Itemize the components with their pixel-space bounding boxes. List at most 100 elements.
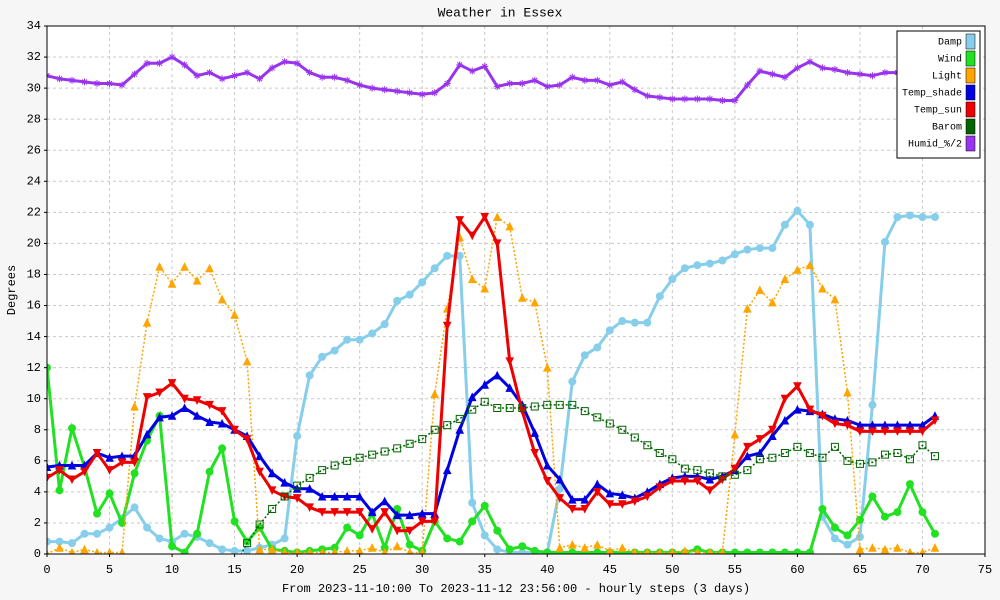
point-marker <box>118 547 126 554</box>
point-marker <box>768 453 777 462</box>
point-marker <box>355 531 364 540</box>
point-marker <box>155 412 164 422</box>
point-marker <box>255 544 264 554</box>
point-marker <box>47 462 52 472</box>
point-marker <box>430 389 440 399</box>
point-marker <box>818 453 827 462</box>
point-marker <box>793 265 802 274</box>
point-marker <box>467 392 477 402</box>
point-marker <box>655 292 664 301</box>
point-marker <box>880 427 890 436</box>
point-marker <box>380 320 389 329</box>
point-marker <box>405 439 414 448</box>
point-marker <box>81 78 89 86</box>
point-marker <box>706 95 714 103</box>
point-marker <box>355 491 364 501</box>
point-marker <box>418 90 426 98</box>
point-marker <box>505 357 515 367</box>
point-marker <box>543 400 552 409</box>
point-marker <box>293 431 302 440</box>
point-marker <box>405 290 414 299</box>
point-marker <box>405 510 415 520</box>
point-marker <box>443 251 452 260</box>
point-marker <box>768 425 777 435</box>
point-marker <box>718 256 727 265</box>
point-marker <box>543 548 552 554</box>
point-marker <box>143 59 151 67</box>
point-marker <box>731 97 739 105</box>
legend-swatch <box>965 118 976 135</box>
point-marker <box>705 474 715 484</box>
point-marker <box>680 477 690 486</box>
point-marker <box>768 244 777 253</box>
point-marker <box>267 468 277 478</box>
point-marker <box>580 504 590 514</box>
y-tick-label: 34 <box>27 19 41 33</box>
point-marker <box>430 425 439 434</box>
point-marker <box>180 529 189 538</box>
point-marker <box>93 547 101 554</box>
y-tick-label: 30 <box>27 81 41 95</box>
point-marker <box>643 92 651 100</box>
point-marker <box>605 546 614 554</box>
point-marker <box>406 89 414 97</box>
x-tick-label: 70 <box>915 563 929 577</box>
point-marker <box>55 543 64 552</box>
point-marker <box>793 548 802 554</box>
point-marker <box>231 72 239 80</box>
point-marker <box>368 329 377 338</box>
point-marker <box>618 425 627 434</box>
point-marker <box>930 416 940 426</box>
x-tick-label: 15 <box>227 563 241 577</box>
point-marker <box>305 371 314 380</box>
point-marker <box>780 415 790 425</box>
point-marker <box>793 64 801 72</box>
legend-label: Wind <box>938 54 962 66</box>
point-marker <box>919 547 926 554</box>
point-marker <box>542 477 552 486</box>
point-marker <box>592 540 602 549</box>
point-marker <box>592 487 602 497</box>
point-marker <box>780 449 789 458</box>
point-marker <box>630 433 639 442</box>
point-marker <box>593 76 601 84</box>
point-marker <box>618 78 626 86</box>
point-marker <box>492 370 502 380</box>
legend-swatch <box>965 101 976 118</box>
x-tick-label: 35 <box>478 563 492 577</box>
plot-area <box>47 26 985 554</box>
point-marker <box>218 444 227 453</box>
point-marker <box>830 294 840 304</box>
point-marker <box>555 484 564 493</box>
point-marker <box>530 402 539 411</box>
point-marker <box>47 363 52 372</box>
point-marker <box>355 508 364 517</box>
point-marker <box>405 540 414 549</box>
point-marker <box>368 450 377 459</box>
point-marker <box>443 421 452 430</box>
point-marker <box>243 546 252 554</box>
point-marker <box>367 507 377 517</box>
point-marker <box>868 543 877 552</box>
point-marker <box>105 489 114 498</box>
point-marker <box>55 466 64 475</box>
point-marker <box>342 491 352 501</box>
point-marker <box>843 421 852 430</box>
point-marker <box>905 211 914 220</box>
point-marker <box>693 466 702 475</box>
point-marker <box>631 547 638 554</box>
point-marker <box>130 503 139 512</box>
point-marker <box>343 546 352 554</box>
point-marker <box>668 275 677 284</box>
point-marker <box>568 377 577 386</box>
point-marker <box>881 69 889 77</box>
point-marker <box>330 491 339 501</box>
point-marker <box>67 460 77 470</box>
point-marker <box>543 83 551 91</box>
legend-label: Damp <box>938 38 962 49</box>
legend-swatch <box>965 84 976 101</box>
point-marker <box>555 400 564 409</box>
point-marker <box>230 517 239 526</box>
point-marker <box>793 382 802 391</box>
point-marker <box>868 427 877 436</box>
